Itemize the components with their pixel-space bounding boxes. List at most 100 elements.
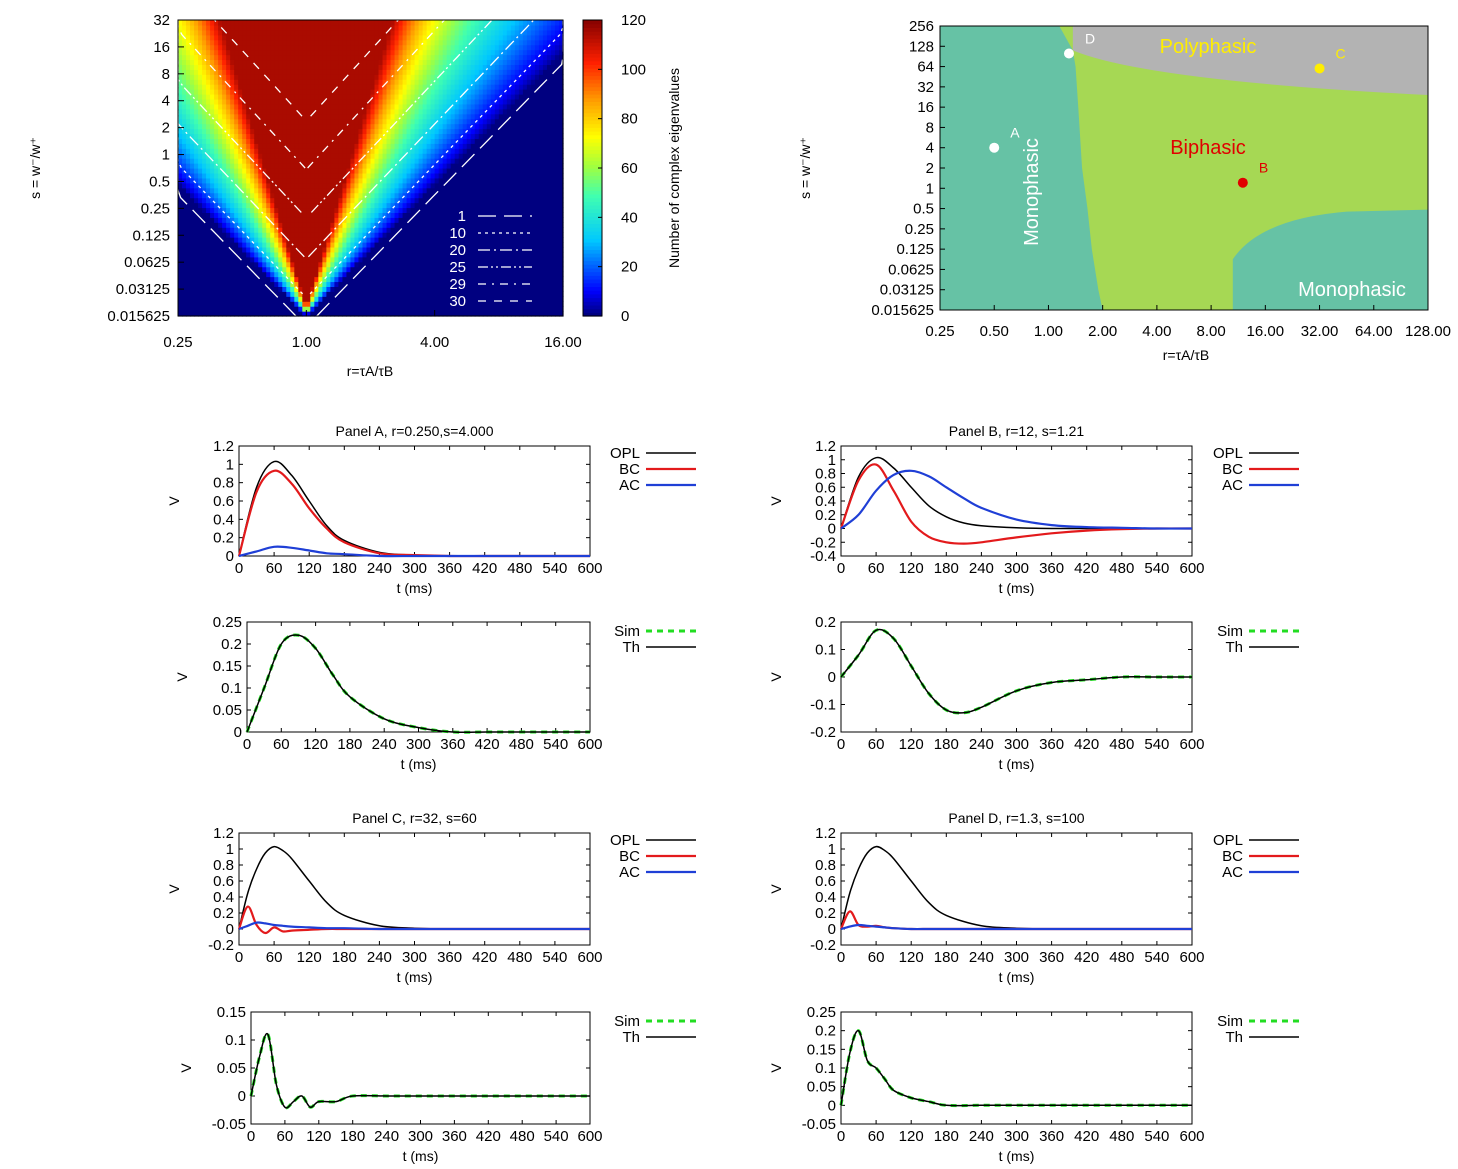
heatmap-cell [274,44,279,51]
heatmap-cell [490,227,496,233]
heatmap-cell [286,182,291,189]
heatmap-cell [278,143,283,149]
heatmap-cell [454,158,460,164]
heatmap-cell [410,222,416,228]
heatmap-cell [214,64,219,70]
heatmap-cell [478,182,484,189]
heatmap-cell [258,133,263,139]
heatmap-cell [182,187,187,194]
heatmap-cell [182,246,187,253]
heatmap-cell [342,207,348,213]
heatmap-cell [302,98,307,105]
heatmap-cell [282,29,287,36]
heatmap-cell [290,192,295,199]
heatmap-cell [350,128,356,135]
heatmap-cell [298,212,303,218]
heatmap-cell [274,118,279,125]
heatmap-cell [330,103,336,110]
heatmap-cell [502,192,508,199]
heatmap-cell [366,29,372,36]
heatmap-cell [206,44,211,51]
heatmap-cell [342,251,348,258]
heatmap-cell [266,138,271,144]
heatmap-cell [322,103,327,110]
heatmap-cell [378,79,384,85]
heatmap-cell [510,232,516,238]
heatmap-cell [254,20,259,26]
heatmap-cell [262,128,267,135]
heatmap-cell [506,64,512,70]
heatmap-cell [206,118,211,125]
heatmap-cell [458,34,464,41]
heatmap-cell [358,64,364,70]
heatmap-cell [462,251,468,258]
heatmap-cell [378,113,384,120]
heatmap-cell [358,301,364,307]
heatmap-cell [442,44,448,51]
heatmap-cell [506,281,512,287]
heatmap-cell [354,261,360,268]
heatmap-cell [186,168,191,174]
heatmap-cell [318,29,323,36]
heatmap-cell [458,291,464,297]
heatmap-cell [226,311,231,317]
heatmap-cell [378,227,384,233]
heatmap-cell [474,103,480,110]
heatmap-cell [338,113,344,120]
heatmap-cell [402,187,408,194]
heatmap-cell [210,281,215,287]
heatmap-cell [458,118,464,125]
heatmap-cell [410,237,416,243]
heatmap-cell [370,34,376,41]
heatmap-cell [438,64,444,70]
heatmap-cell [258,301,263,307]
heatmap-cell [406,59,412,65]
heatmap-cell [390,34,396,41]
heatmap-cell [338,123,344,130]
heatmap-cell [186,84,191,90]
heatmap-cell [298,49,303,56]
heatmap-cell [402,237,408,243]
heatmap-cell [386,108,392,115]
heatmap-cell [290,168,295,174]
heatmap-cell [258,281,263,287]
heatmap-cell [330,172,336,179]
heatmap-cell [314,128,319,135]
heatmap-cell [438,192,444,199]
heatmap-cell [310,187,315,194]
heatmap-cell [210,212,215,218]
heatmap-cell [402,192,408,199]
heatmap-cell [430,281,436,287]
heatmap-cell [498,301,504,307]
heatmap-cell [222,69,227,75]
heatmap-cell [226,168,231,174]
heatmap-cell [238,118,243,125]
heatmap-cell [326,192,331,199]
heatmap-cell [298,138,303,144]
heatmap-cell [190,94,195,100]
heatmap-cell [498,197,504,204]
heatmap-cell [278,301,283,307]
heatmap-cell [218,311,223,317]
heatmap-cell [218,276,223,283]
heatmap-cell [506,143,512,149]
heatmap-cell [394,74,400,80]
heatmap-cell [210,98,215,105]
heatmap-cell [230,286,235,292]
heatmap-cell [486,207,492,213]
heatmap-cell [306,256,311,263]
heatmap-cell [306,207,311,213]
heatmap-cell [502,128,508,135]
heatmap-cell [446,271,452,278]
heatmap-cell [262,311,267,317]
heatmap-cell [430,291,436,297]
heatmap-cell [458,227,464,233]
heatmap-cell [270,24,275,31]
heatmap-cell [190,20,195,26]
heatmap-cell [338,138,344,144]
heatmap-cell [278,222,283,228]
heatmap-cell [242,74,247,80]
heatmap-cell [362,24,368,31]
heatmap-cell [438,276,444,283]
heatmap-cell [426,39,432,46]
